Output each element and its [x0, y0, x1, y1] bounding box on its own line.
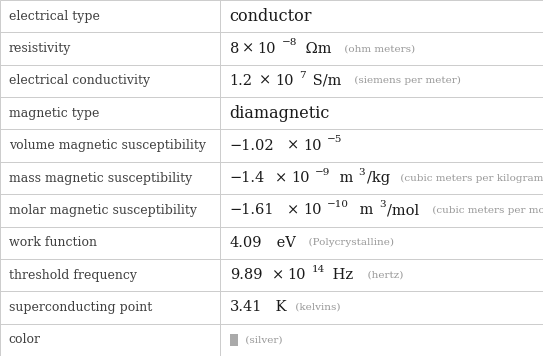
Text: 10: 10	[291, 171, 310, 185]
Text: ×: ×	[260, 74, 272, 88]
Text: (cubic meters per mole): (cubic meters per mole)	[429, 206, 543, 215]
Text: K: K	[272, 300, 287, 314]
Text: 9.89: 9.89	[230, 268, 262, 282]
Text: m: m	[334, 171, 353, 185]
Text: electrical conductivity: electrical conductivity	[9, 74, 150, 88]
Text: S/m: S/m	[307, 74, 341, 88]
Text: molar magnetic susceptibility: molar magnetic susceptibility	[9, 204, 197, 217]
Text: 1.2: 1.2	[230, 74, 252, 88]
Text: (siemens per meter): (siemens per meter)	[351, 76, 460, 85]
Text: 3: 3	[358, 168, 365, 177]
Text: 10: 10	[257, 42, 276, 56]
Text: (hertz): (hertz)	[361, 271, 403, 279]
Text: −1.61: −1.61	[230, 203, 274, 218]
Text: (cubic meters per kilogram): (cubic meters per kilogram)	[397, 173, 543, 183]
Text: Hz: Hz	[329, 268, 353, 282]
Text: volume magnetic susceptibility: volume magnetic susceptibility	[9, 139, 206, 152]
Text: resistivity: resistivity	[9, 42, 71, 55]
Text: 3: 3	[379, 200, 386, 209]
Text: superconducting point: superconducting point	[9, 301, 152, 314]
Text: conductor: conductor	[230, 8, 312, 25]
Text: 14: 14	[311, 265, 325, 274]
Text: (kelvins): (kelvins)	[292, 303, 340, 312]
Text: Ωm: Ωm	[301, 42, 332, 56]
Text: (silver): (silver)	[242, 335, 282, 344]
Text: /mol: /mol	[388, 203, 420, 218]
Text: −9: −9	[315, 168, 330, 177]
Text: electrical type: electrical type	[9, 10, 99, 23]
Text: threshold frequency: threshold frequency	[9, 268, 137, 282]
Text: 4.09: 4.09	[230, 236, 262, 250]
Text: −5: −5	[327, 135, 342, 144]
Text: work function: work function	[9, 236, 97, 249]
Text: ×: ×	[272, 268, 284, 282]
Text: ×: ×	[275, 171, 287, 185]
Bar	[230, 334, 238, 346]
Text: diamagnetic: diamagnetic	[230, 105, 330, 122]
Text: −8: −8	[281, 38, 297, 47]
Text: m: m	[355, 203, 374, 218]
Text: ×: ×	[287, 138, 300, 153]
Text: 7: 7	[299, 70, 306, 80]
Text: −1.4: −1.4	[230, 171, 265, 185]
Text: eV: eV	[272, 236, 295, 250]
Text: 10: 10	[275, 74, 294, 88]
Text: 8: 8	[230, 42, 239, 56]
Text: /kg: /kg	[367, 171, 390, 185]
Text: 10: 10	[303, 203, 321, 218]
Text: magnetic type: magnetic type	[9, 107, 99, 120]
Text: −10: −10	[327, 200, 349, 209]
Text: (Polycrystalline): (Polycrystalline)	[302, 238, 394, 247]
Text: 10: 10	[287, 268, 306, 282]
Text: (ohm meters): (ohm meters)	[340, 44, 415, 53]
Text: ×: ×	[287, 203, 299, 218]
Text: ×: ×	[242, 42, 254, 56]
Text: 3.41: 3.41	[230, 300, 262, 314]
Text: color: color	[9, 333, 41, 346]
Text: −1.02: −1.02	[230, 138, 274, 153]
Text: mass magnetic susceptibility: mass magnetic susceptibility	[9, 172, 192, 184]
Text: 10: 10	[303, 138, 321, 153]
